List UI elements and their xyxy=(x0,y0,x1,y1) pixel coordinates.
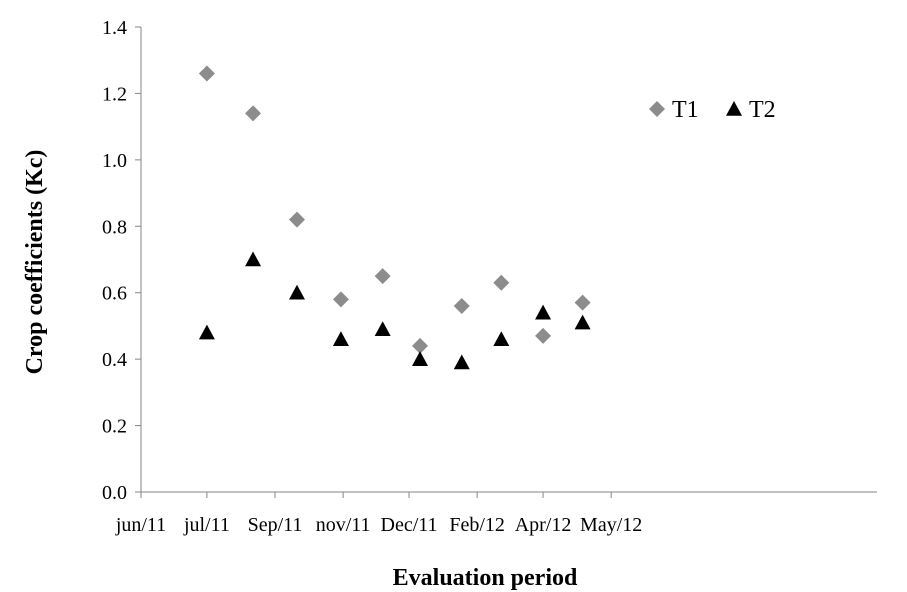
legend-marker-t2 xyxy=(726,101,742,116)
y-tick-label: 0.8 xyxy=(102,216,127,238)
data-point-t2 xyxy=(374,321,391,337)
x-tick-label: Dec/11 xyxy=(381,514,438,536)
legend: T1 T2 xyxy=(649,97,776,123)
data-point-t1 xyxy=(288,211,305,228)
series-t1 xyxy=(198,65,591,354)
data-point-t1 xyxy=(453,298,470,314)
x-axis-ticks: jun/11 jul/11 Sep/11 nov/11 Dec/11 Feb/12 Apr/… xyxy=(115,492,642,536)
x-tick-label: Feb/12 xyxy=(449,514,505,536)
x-tick-label: nov/11 xyxy=(316,514,371,536)
data-point-t1 xyxy=(198,65,215,82)
x-axis-title: Evaluation period xyxy=(393,565,578,591)
axes xyxy=(140,27,877,493)
y-tick-label: 0.2 xyxy=(102,416,127,438)
data-point-t2 xyxy=(453,354,470,370)
y-tick-label: 1.4 xyxy=(102,17,127,39)
data-point-t1 xyxy=(374,268,391,285)
data-point-t1 xyxy=(535,327,552,344)
data-points xyxy=(198,65,591,370)
y-axis-title: Crop coefficients (Kc) xyxy=(22,150,48,375)
data-point-t2 xyxy=(198,324,215,340)
y-tick-label: 1.2 xyxy=(102,83,127,105)
data-point-t2 xyxy=(574,314,591,330)
y-tick-label: 0.4 xyxy=(102,349,127,371)
data-point-t1 xyxy=(574,294,591,311)
legend-marker-t1 xyxy=(649,101,665,117)
data-point-t2 xyxy=(245,251,262,267)
series-t2 xyxy=(198,251,591,370)
data-point-t2 xyxy=(535,304,552,320)
y-axis-ticks: 0.0 0.2 0.4 0.6 0.8 1.0 1.2 1.4 xyxy=(102,17,141,504)
data-point-t2 xyxy=(288,284,305,300)
y-tick-label: 0.0 xyxy=(102,482,127,504)
data-point-t1 xyxy=(412,337,429,354)
x-tick-label: Sep/11 xyxy=(248,514,303,536)
x-tick-label: Apr/12 xyxy=(515,514,572,536)
data-point-t1 xyxy=(245,105,262,122)
x-tick-label: jun/11 xyxy=(115,514,166,536)
data-point-t2 xyxy=(493,331,510,347)
data-point-t2 xyxy=(332,331,349,347)
data-point-t1 xyxy=(493,274,510,291)
x-tick-label: jul/11 xyxy=(183,514,230,536)
x-tick-label: May/12 xyxy=(580,514,642,536)
data-point-t1 xyxy=(332,291,349,308)
y-tick-label: 0.6 xyxy=(102,283,127,305)
legend-label-t1: T1 xyxy=(672,97,699,123)
y-tick-label: 1.0 xyxy=(102,150,127,172)
legend-label-t2: T2 xyxy=(749,97,776,123)
data-point-t2 xyxy=(412,351,429,366)
